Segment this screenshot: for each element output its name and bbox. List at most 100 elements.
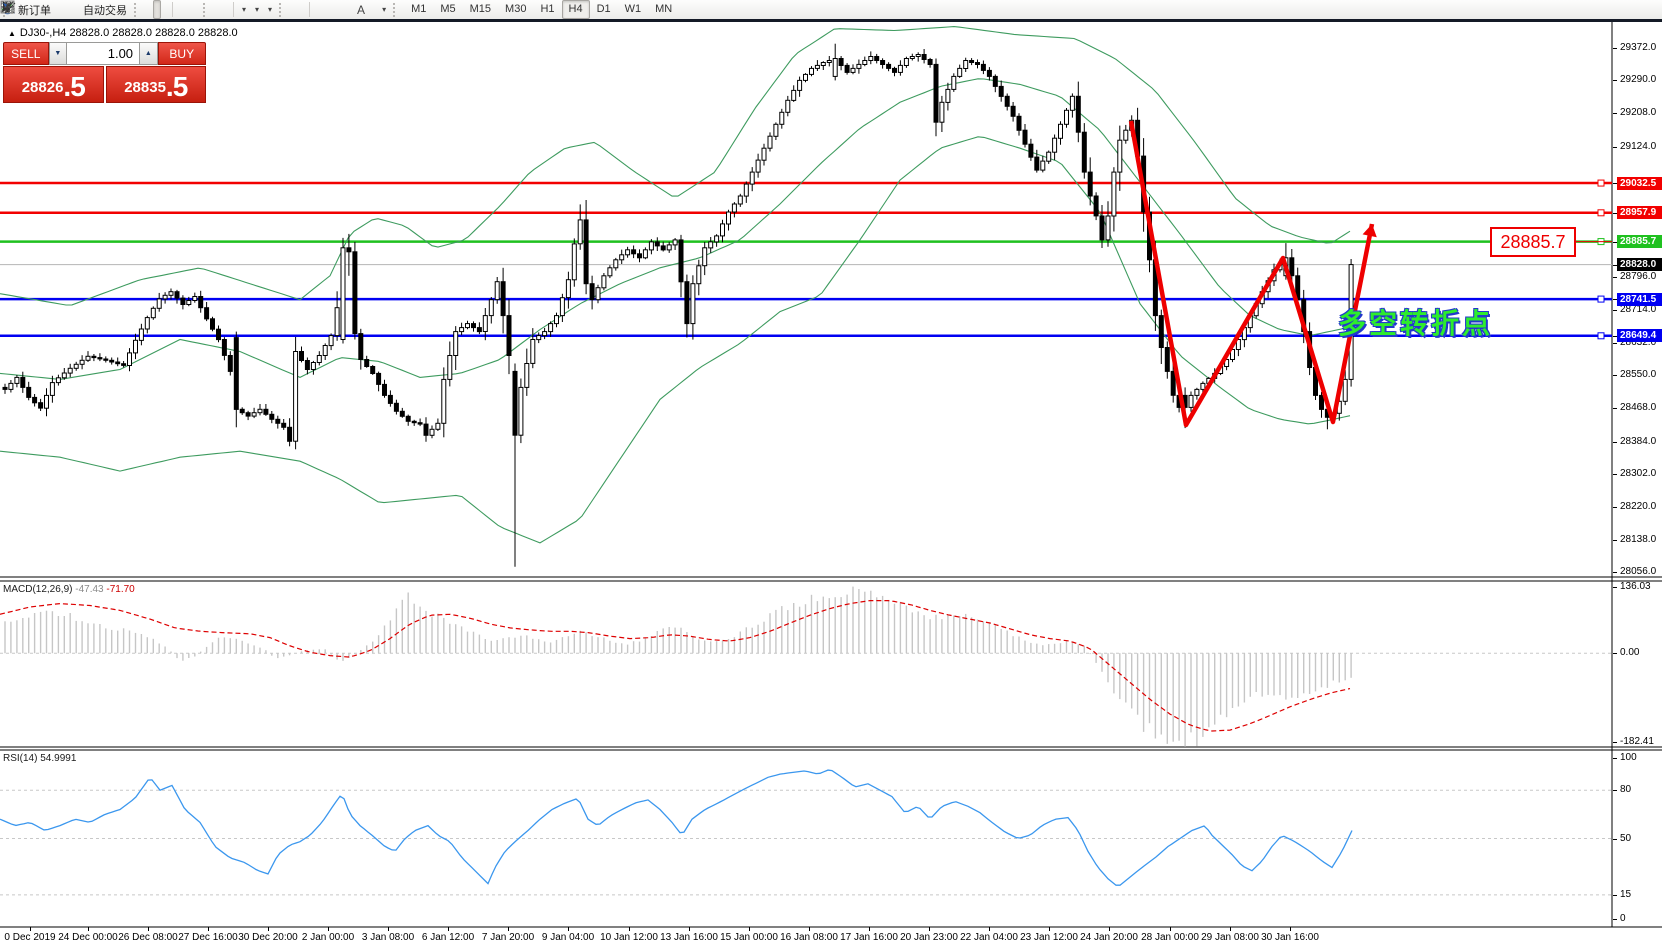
axis-price-tick: 50 [1620,833,1632,844]
candle [844,64,850,73]
candle [364,359,370,367]
sell-button[interactable]: SELL [3,42,49,65]
new-order-button[interactable]: 新订单 [0,0,55,19]
candle [204,307,210,320]
tf-button-H1[interactable]: H1 [540,3,555,15]
toolbar-grip[interactable] [279,2,286,17]
buy-price-panel[interactable]: 28835.5 [105,66,206,103]
time-axis-label: 20 Jan 23:00 [900,932,958,943]
candle-chart-button[interactable] [1,0,161,19]
zoom-out-button[interactable] [0,0,192,19]
toolbar-grip[interactable] [393,2,400,17]
volume-increase-button[interactable]: ▲ [139,42,158,65]
trendline-tool-button[interactable] [1,0,337,19]
tf-button-M30[interactable]: M30 [505,3,527,15]
candle [156,298,162,309]
tf-button-M5[interactable]: M5 [440,3,456,15]
candle [245,412,251,417]
candle [1188,394,1194,408]
candle [8,382,14,390]
time-axis-label: 17 Jan 16:00 [840,932,898,943]
candle [731,203,737,213]
candle [577,219,583,245]
tf-button-W1[interactable]: W1 [624,3,642,15]
text-tool-button[interactable]: A [353,0,369,19]
period-converter-button[interactable] [1,0,230,19]
candle [109,359,115,363]
candle [536,335,542,341]
candle [352,251,358,334]
trend-arrow-lines[interactable] [1128,120,1375,428]
axis-price-tick: 136.03 [1620,581,1651,592]
sell-price-panel[interactable]: 28826.5 [3,66,104,103]
candle [500,281,506,317]
time-axis-label: 2 Jan 00:00 [301,932,355,943]
candle [530,339,536,364]
autotrading-button[interactable]: 自动交易 [0,0,131,19]
candle [1230,349,1235,360]
candle [459,327,465,333]
vertical-line-tool-button[interactable] [5,0,321,19]
candle [67,367,73,374]
indicator-window-button[interactable] [1,0,222,19]
chart-region: ▲ DJ30-,H4 28828.0 28828.0 28828.0 28828.… [0,22,1662,945]
candle [939,101,945,123]
timeframe-menu-button[interactable]: ▾ [0,0,263,19]
candle [797,79,803,91]
candle [737,195,743,205]
price-callout-box[interactable]: 28885.7 [1490,227,1576,257]
tf-button-M1[interactable]: M1 [411,3,427,15]
candle [370,366,376,374]
template-button[interactable]: ▾ [0,0,276,19]
crosshair-tool-button[interactable] [1,0,306,19]
toolbar-grip[interactable] [203,2,210,17]
candle [1064,109,1069,125]
candle [684,281,690,325]
collapse-triangle-icon[interactable]: ▲ [8,29,16,38]
horizontal-line-tool-button[interactable] [1,0,329,19]
text-label-tool-button[interactable]: T [1,0,377,19]
candle [880,60,886,65]
candle [429,428,435,436]
tf-button-MN[interactable]: MN [655,3,673,15]
tf-button-H4[interactable]: H4 [561,0,590,19]
candle [868,56,874,61]
candle [328,335,334,347]
volume-decrease-button[interactable]: ▼ [48,42,68,65]
chart-canvas[interactable] [0,22,1662,945]
strategy-tester-button[interactable] [1,0,79,19]
candle [957,67,963,77]
metaeditor-button[interactable] [0,0,63,19]
axis-price-label: 28649.4 [1617,329,1662,342]
candle [299,351,304,361]
candle [399,410,405,417]
tile-windows-button[interactable] [0,0,200,19]
fibonacci-tool-button[interactable]: F [1,0,353,19]
market-watch-button[interactable] [0,0,71,19]
toolbar-grip[interactable] [134,2,141,17]
axis-price-tick: 0.00 [1620,647,1640,658]
volume-input[interactable] [67,42,140,65]
axis-price-label: 28828.0 [1617,258,1662,271]
axis-price-label: 28885.7 [1617,235,1662,248]
macd-signal-value: -71.70 [106,584,135,595]
add-indicator-button[interactable]: ▾ [0,0,250,19]
candle [838,58,844,66]
arrows-tool-button[interactable]: ▾ [3,0,390,19]
chinese-annotation[interactable]: 多空转折点 [1338,308,1494,339]
candle [589,283,595,301]
tf-button-M15[interactable]: M15 [469,3,492,15]
buy-button[interactable]: BUY [157,42,206,65]
candle [1052,137,1058,153]
line-chart-button[interactable] [0,0,169,19]
zoom-in-button[interactable] [0,0,184,19]
channel-tool-button[interactable]: E [0,0,345,19]
bar-chart-button[interactable] [1,0,153,19]
cursor-tool-button[interactable] [3,0,298,19]
time-axis-label: 23 Jan 12:00 [1020,932,1078,943]
tf-button-D1[interactable]: D1 [596,3,611,15]
sell-price-fraction: .5 [63,71,85,102]
candle [423,423,429,436]
buy-price-fraction: .5 [165,71,188,102]
axis-price-tick: 28056.0 [1620,566,1657,577]
